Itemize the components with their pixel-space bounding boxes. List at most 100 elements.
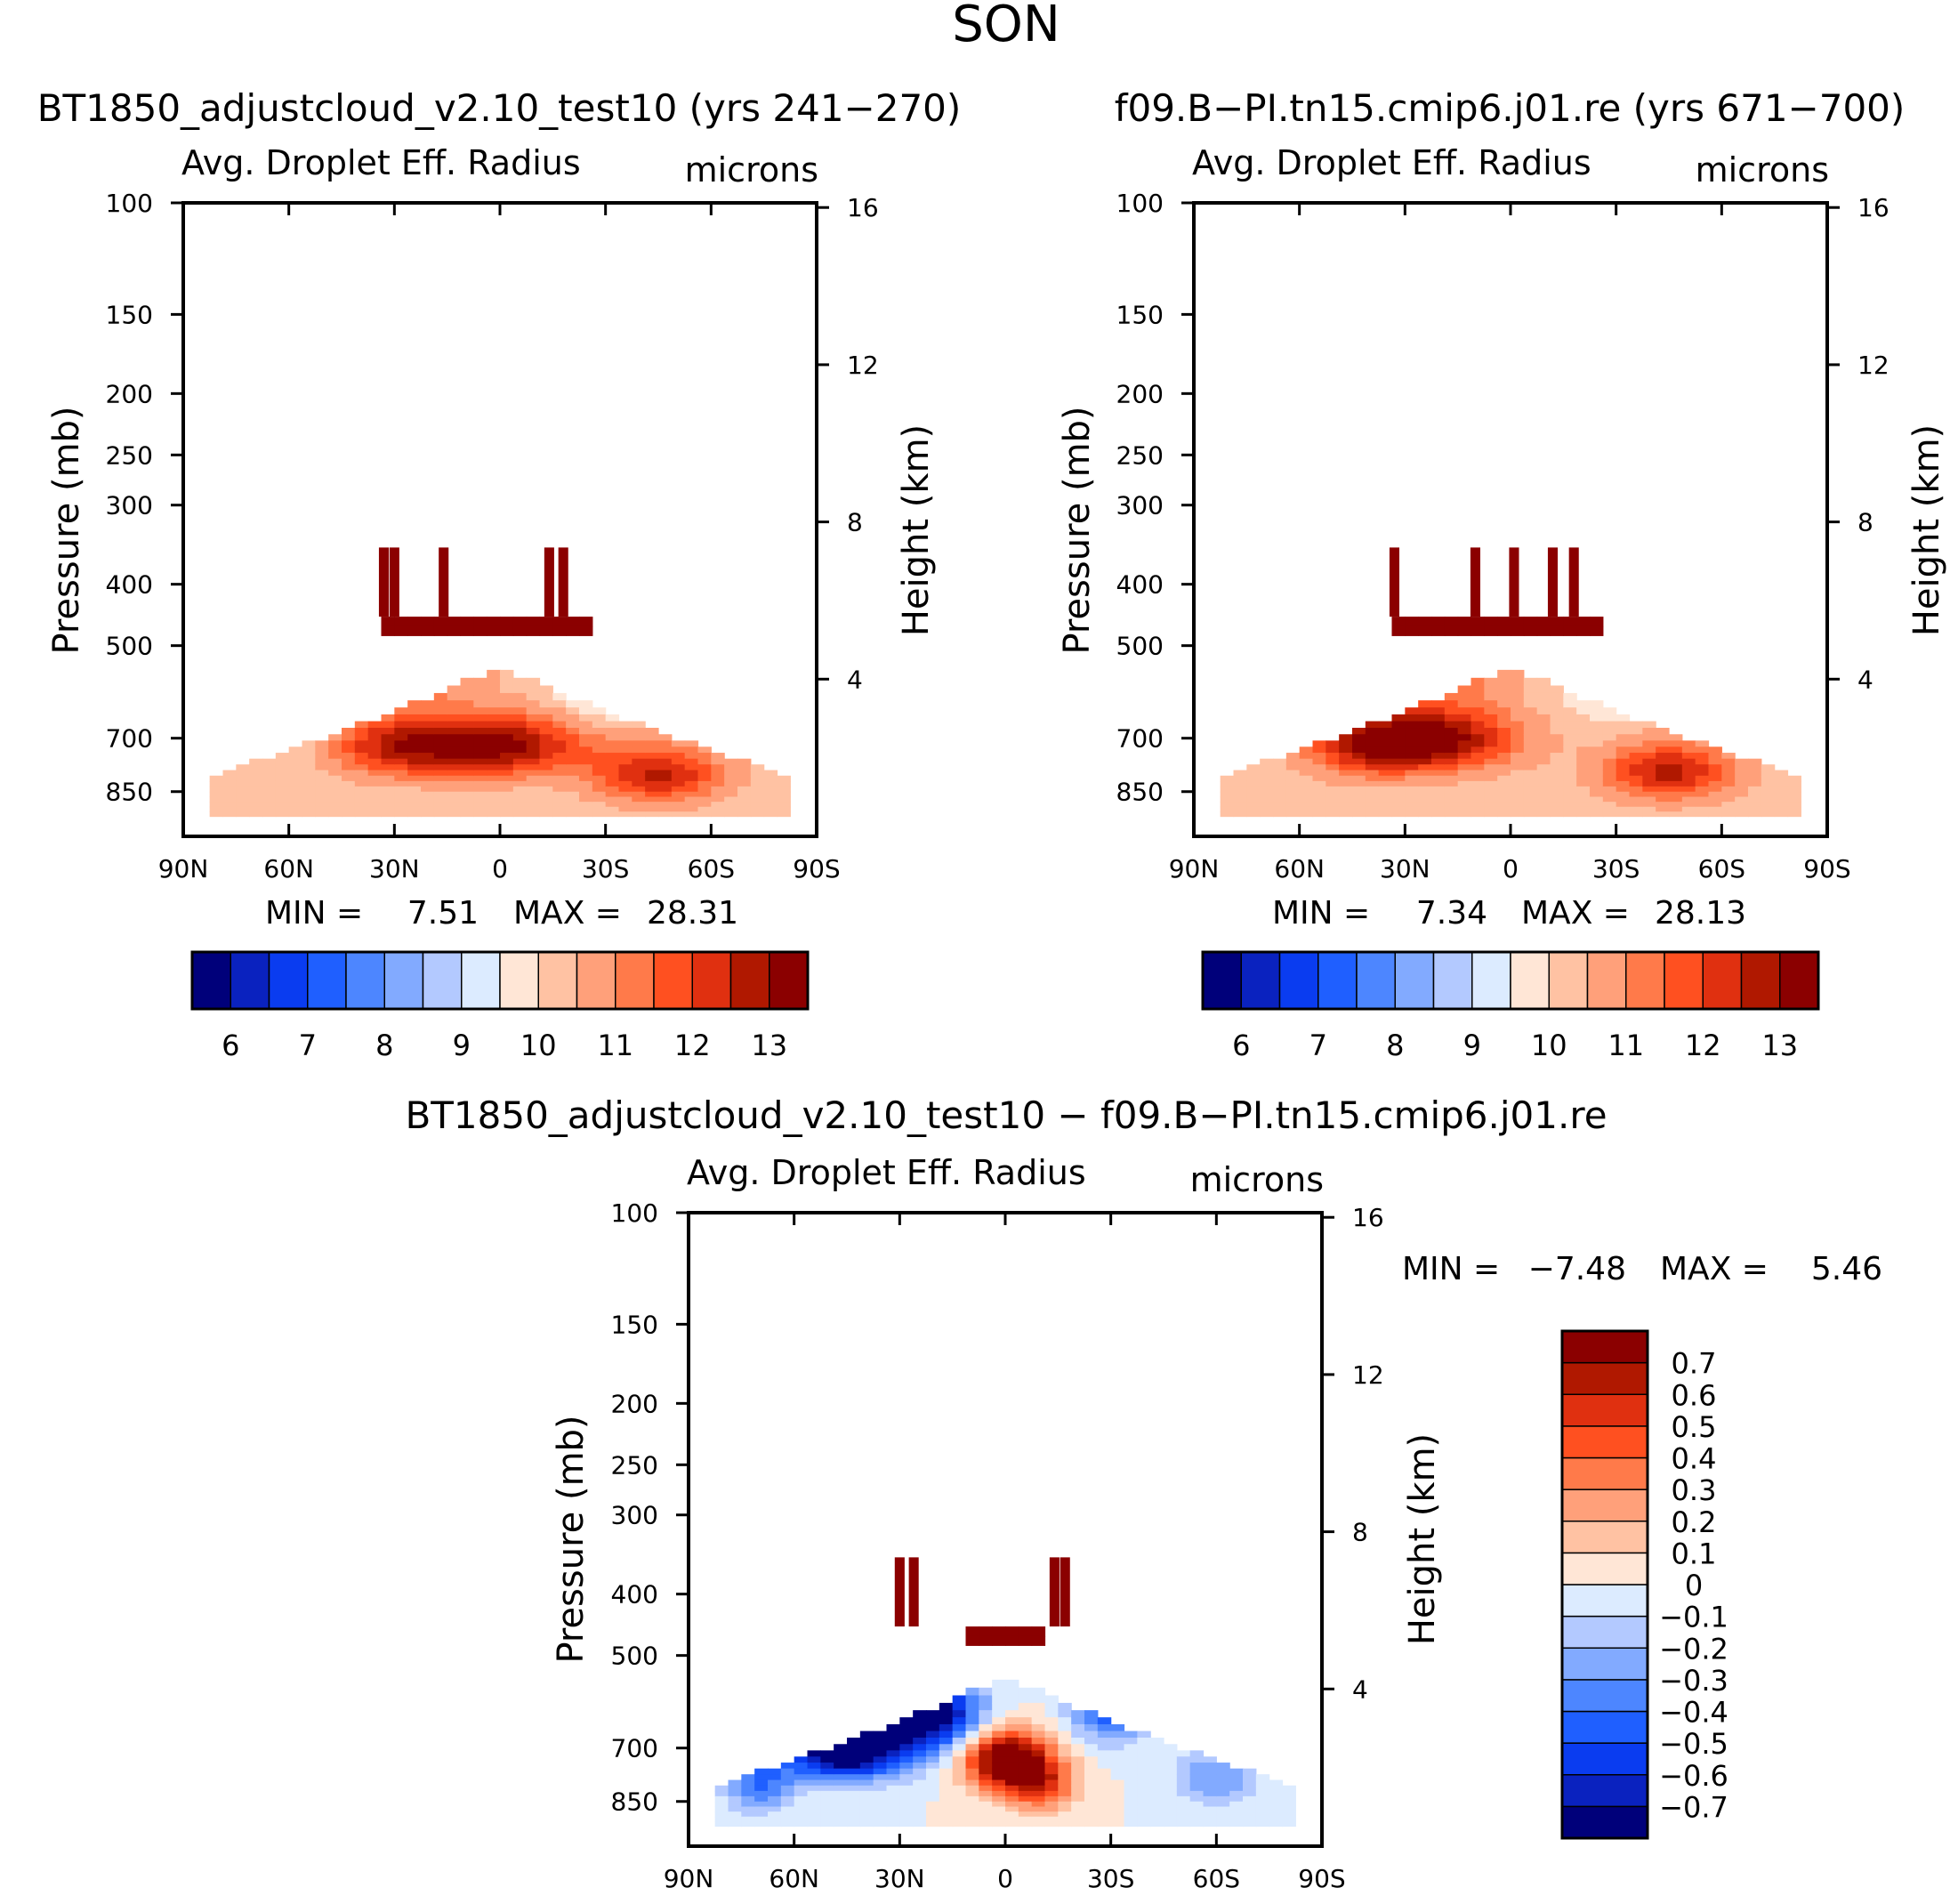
control-cell — [1497, 758, 1511, 765]
control-cell — [1339, 764, 1353, 771]
control-cell — [1590, 786, 1604, 793]
difference-cell — [979, 1756, 993, 1763]
control-cell — [1260, 791, 1274, 798]
control-cell — [1656, 780, 1670, 787]
control-cell — [1576, 802, 1591, 808]
case-cell — [579, 802, 593, 808]
case-cell — [460, 734, 474, 741]
control-cell — [1550, 734, 1564, 741]
control-colorbar-swatch — [1202, 951, 1242, 1010]
control-cell — [1681, 806, 1696, 812]
difference-cell — [899, 1731, 914, 1739]
control-cell — [1511, 764, 1525, 771]
difference-cell — [820, 1756, 834, 1763]
case-cell — [526, 786, 541, 793]
case-cell — [447, 728, 462, 735]
case-cell — [684, 758, 699, 765]
case-cell — [632, 753, 646, 760]
control-cell — [1642, 721, 1656, 729]
case-cell — [487, 685, 501, 694]
control-cell — [1391, 734, 1406, 741]
case-cell — [671, 796, 686, 803]
difference-cell — [741, 1811, 755, 1818]
control-cell — [1457, 707, 1472, 715]
difference-cell — [965, 1687, 979, 1697]
control-cell — [1312, 786, 1326, 793]
control-cell — [1774, 811, 1789, 818]
case-colorbar-swatch — [191, 951, 231, 1010]
control-cell — [1629, 786, 1643, 793]
case-cell — [262, 764, 277, 771]
difference-cell — [1176, 1768, 1191, 1775]
difference-cell — [1269, 1790, 1284, 1797]
case-cell — [262, 786, 277, 793]
difference-cell — [768, 1785, 782, 1792]
control-ytick-label: 200 — [1116, 379, 1164, 408]
control-cell — [1378, 721, 1393, 729]
control-cell — [1669, 786, 1683, 793]
control-cell — [1511, 707, 1525, 715]
control-cell — [1457, 796, 1472, 803]
difference-cell — [1216, 1795, 1230, 1803]
difference-cell — [1097, 1744, 1112, 1751]
difference-cell — [794, 1768, 809, 1775]
case-cell — [275, 764, 290, 771]
control-field — [1220, 617, 1801, 818]
case-cell — [407, 775, 422, 782]
case-cell — [209, 786, 224, 793]
difference-cell — [1058, 1806, 1072, 1812]
difference-cell — [741, 1816, 755, 1822]
difference-cell — [899, 1744, 914, 1751]
difference-cell — [913, 1790, 927, 1797]
case-cell — [500, 811, 514, 818]
case-cell — [552, 721, 567, 729]
difference-cell — [886, 1756, 900, 1763]
control-cell — [1326, 796, 1340, 803]
control-cell — [1457, 625, 1472, 636]
case-cell — [473, 753, 488, 760]
control-cell — [1391, 811, 1406, 818]
difference-cell — [834, 1774, 848, 1781]
control-cell — [1602, 721, 1617, 729]
case-cell — [249, 796, 263, 803]
case-cell — [552, 746, 567, 754]
control-cell — [1511, 796, 1525, 803]
difference-cell — [1097, 1738, 1112, 1745]
case-cell — [315, 780, 329, 787]
case-cell — [367, 775, 383, 782]
control-cell — [1511, 669, 1525, 679]
case-cell — [315, 806, 329, 812]
control-cell — [1511, 677, 1525, 687]
difference-cell — [979, 1763, 993, 1770]
case-cell — [342, 786, 356, 793]
case-colorbar-swatch — [422, 951, 463, 1010]
difference-cell — [807, 1790, 821, 1797]
case-cell — [539, 700, 553, 708]
control-cell — [1273, 770, 1287, 777]
control-cell — [1536, 811, 1551, 818]
difference-cell — [728, 1790, 742, 1797]
case-cell — [750, 811, 765, 818]
control-cell — [1656, 786, 1670, 793]
case-cell — [328, 811, 342, 818]
case-cell — [328, 753, 342, 760]
control-cell — [1602, 728, 1617, 735]
case-cell — [512, 617, 528, 627]
case-cell — [566, 746, 580, 754]
difference-cell — [1005, 1756, 1019, 1763]
control-xtick-label: 60N — [1274, 854, 1325, 883]
control-cell — [1405, 770, 1419, 777]
case-field — [209, 617, 791, 818]
difference-xtick-label: 0 — [997, 1864, 1013, 1893]
control-cell — [1471, 740, 1485, 747]
control-cell — [1576, 758, 1591, 765]
control-cell — [1656, 791, 1670, 798]
control-cell — [1787, 802, 1801, 808]
case-cell — [354, 758, 369, 765]
control-cell — [1590, 707, 1604, 715]
case-cell — [473, 764, 488, 771]
difference-cell — [873, 1790, 888, 1797]
difference-cell — [1189, 1779, 1205, 1787]
control-max-value: 28.13 — [1655, 895, 1746, 932]
difference-cell — [1137, 1731, 1151, 1739]
